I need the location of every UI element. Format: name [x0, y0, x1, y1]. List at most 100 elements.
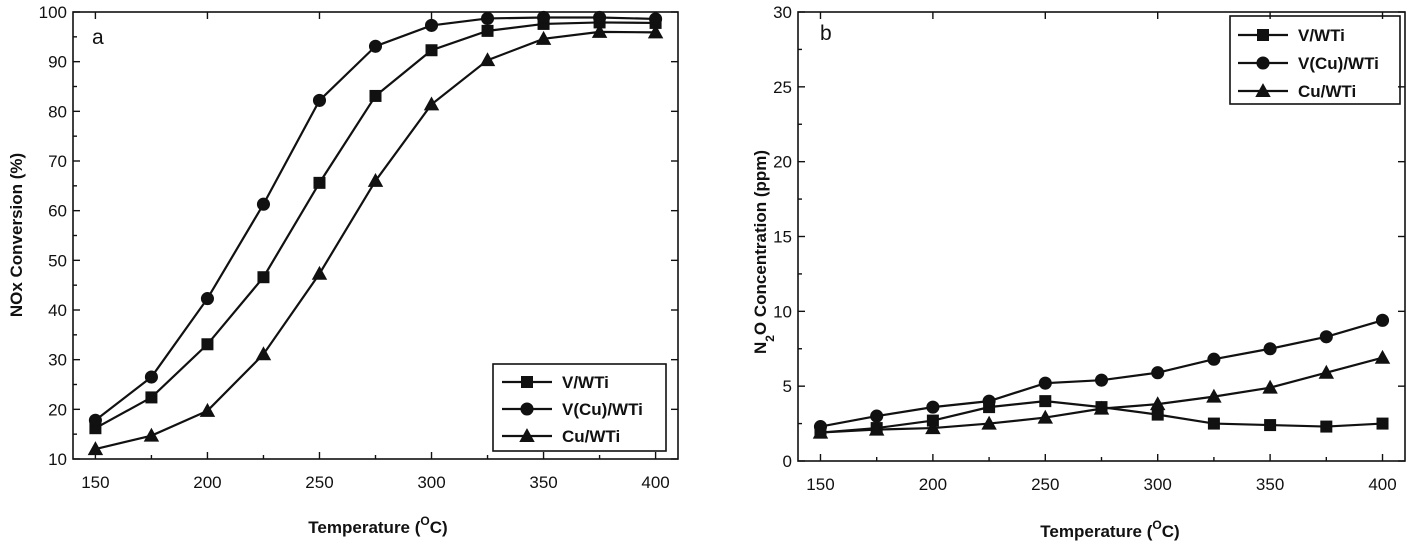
panel-b-ticks	[798, 11, 1405, 462]
b-series-v-cu-wti	[813, 313, 1390, 434]
a-cu-wti-point	[535, 30, 552, 45]
panel-a-legend: V/WTi V(Cu)/WTi Cu/WTi	[492, 363, 667, 452]
b-v-cu-wti-point	[982, 394, 996, 408]
a-cu-wti-point	[591, 23, 608, 38]
b-y-tick-label: 0	[783, 452, 792, 471]
b-x-tick-label: 400	[1368, 475, 1396, 494]
b-cu-wti-point	[1318, 364, 1335, 379]
panel-b-label: b	[820, 22, 832, 45]
b-legend-cu-wti-marker	[1255, 83, 1271, 97]
b-cu-wti-point	[1262, 379, 1278, 394]
a-y-tick-label: 60	[48, 202, 67, 221]
b-v-wti-point	[1207, 417, 1220, 430]
b-y-tick-label: 5	[783, 377, 792, 396]
panel-a-nox-conversion: 150 200 250 300 350 400102030405060708090100 …	[7, 3, 679, 537]
a-v-cu-wti-point	[649, 12, 663, 26]
b-v-wti-point	[1151, 408, 1164, 421]
b-series-cu-wti-line	[820, 356, 1383, 434]
a-y-tick-label: 90	[48, 53, 67, 72]
a-y-tick-label: 70	[48, 152, 67, 171]
panel-a-tick-labels: 150 200 250 300 350 400 10 20 30 40 50 60 70 80 90 100	[39, 3, 670, 492]
a-y-tick-label: 20	[48, 400, 67, 419]
a-cu-wti-point	[199, 402, 216, 417]
b-v-cu-wti-point	[870, 409, 884, 423]
b-legend-v-cu-wti-marker	[1256, 56, 1270, 70]
b-v-cu-wti-point	[1375, 313, 1390, 327]
b-cu-wti-point	[1093, 400, 1110, 415]
b-v-wti-point	[1376, 417, 1389, 430]
a-series-v-wti	[89, 16, 662, 435]
b-legend-cu-wti-label: Cu/WTi	[1298, 82, 1356, 101]
panel-b-series	[812, 313, 1391, 439]
a-cu-wti-point	[87, 441, 104, 456]
b-v-cu-wti-point	[1038, 376, 1052, 390]
a-v-wti-point	[145, 391, 158, 404]
a-v-wti-point	[257, 271, 270, 284]
a-y-tick-label: 10	[48, 450, 67, 469]
a-v-cu-wti-point	[144, 370, 158, 384]
panel-a-ticks	[73, 11, 678, 460]
a-x-tick-label: 150	[81, 473, 109, 492]
b-x-tick-label: 150	[806, 475, 834, 494]
a-x-tick-label: 250	[305, 473, 333, 492]
b-v-cu-wti-point	[1151, 366, 1165, 380]
panel-b-plot-frame	[797, 11, 1406, 462]
a-v-wti-point	[369, 89, 382, 102]
b-legend-v-wti-label: V/WTi	[1298, 26, 1345, 45]
b-y-tick-label: 30	[773, 3, 792, 22]
a-v-cu-wti-point	[368, 39, 383, 53]
b-cu-wti-point	[981, 415, 997, 430]
panel-a-x-axis-title: Temperature (OC)	[308, 514, 447, 537]
a-x-tick-label: 200	[193, 473, 221, 492]
b-v-cu-wti-point	[1319, 330, 1333, 344]
a-legend-cu-wti-marker	[519, 428, 535, 442]
a-v-cu-wti-point	[200, 292, 214, 306]
b-v-wti-point	[1320, 420, 1333, 433]
a-v-cu-wti-point	[593, 10, 607, 25]
b-cu-wti-point	[1037, 409, 1054, 424]
b-series-cu-wti	[812, 349, 1391, 439]
b-v-wti-point	[1039, 395, 1052, 408]
a-v-wti-point	[313, 176, 326, 189]
a-x-tick-label: 300	[417, 473, 445, 492]
a-y-tick-label: 40	[48, 301, 67, 320]
panel-b-legend-box	[1229, 15, 1401, 105]
a-v-wti-point	[425, 44, 438, 57]
b-y-tick-label: 10	[773, 302, 792, 321]
b-v-cu-wti-point	[1263, 342, 1277, 356]
panel-b-x-axis-title: Temperature (OC)	[1040, 518, 1179, 541]
a-y-tick-label: 80	[48, 102, 67, 121]
panel-b-legend: V/WTi V(Cu)/WTi Cu/WTi	[1229, 15, 1401, 105]
b-x-tick-label: 250	[1031, 475, 1059, 494]
a-v-cu-wti-point	[424, 18, 439, 32]
b-cu-wti-point	[868, 421, 885, 436]
a-cu-wti-point	[479, 52, 496, 67]
a-legend-v-wti-label: V/WTi	[562, 373, 609, 392]
panel-b-tick-labels: 150 200 250 300 350 400 0 5 10 15 20 25 30	[773, 3, 1397, 494]
panel-b-y-axis-title: N2O Concentration (ppm)	[751, 150, 777, 354]
a-legend-v-wti-marker	[521, 376, 533, 388]
a-cu-wti-point	[647, 24, 664, 39]
a-v-wti-point	[201, 338, 214, 351]
a-cu-wti-point	[423, 96, 440, 111]
a-cu-wti-point	[311, 265, 328, 280]
a-v-cu-wti-point	[256, 197, 271, 211]
a-y-tick-label: 30	[48, 351, 67, 370]
panel-a-series	[87, 10, 664, 456]
a-v-cu-wti-point	[312, 93, 327, 107]
b-v-wti-point	[1264, 419, 1277, 432]
a-series-v-cu-wti-line	[94, 16, 656, 422]
a-y-tick-label: 50	[48, 251, 67, 270]
a-x-tick-label: 400	[641, 473, 669, 492]
b-x-tick-label: 200	[919, 475, 947, 494]
a-v-cu-wti-point	[537, 10, 551, 25]
b-v-cu-wti-point	[926, 400, 940, 414]
a-legend-v-cu-wti-marker	[520, 402, 534, 416]
b-x-tick-label: 300	[1144, 475, 1172, 494]
b-v-cu-wti-point	[1094, 373, 1109, 387]
a-series-v-wti-line	[94, 21, 656, 430]
a-v-cu-wti-point	[88, 413, 102, 427]
a-v-cu-wti-point	[480, 11, 495, 26]
b-cu-wti-point	[1374, 349, 1391, 364]
